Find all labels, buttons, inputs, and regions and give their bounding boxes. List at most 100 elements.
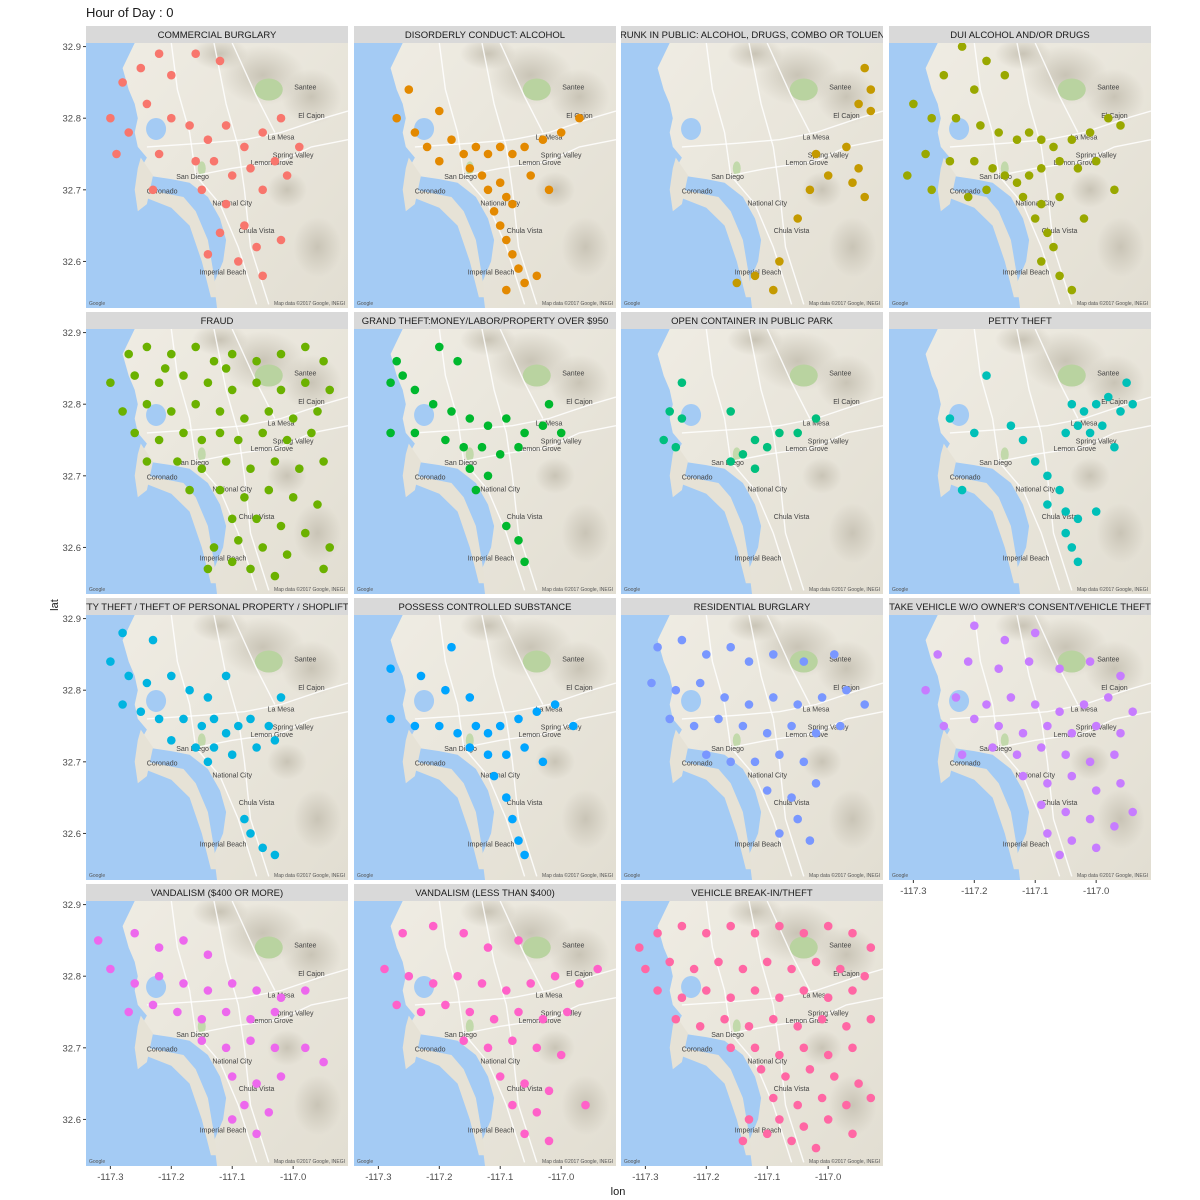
map-place-label: La Mesa bbox=[536, 707, 563, 714]
data-point bbox=[416, 671, 426, 681]
data-point bbox=[738, 450, 748, 459]
data-point bbox=[520, 1129, 529, 1139]
data-point bbox=[823, 993, 833, 1002]
data-point bbox=[811, 728, 821, 738]
data-point bbox=[1073, 557, 1083, 567]
data-point bbox=[447, 135, 456, 144]
park-balboa bbox=[732, 161, 741, 176]
data-point bbox=[154, 971, 164, 981]
road bbox=[730, 997, 883, 1035]
map-place-label: San Diego bbox=[711, 174, 744, 181]
data-point bbox=[1128, 399, 1137, 409]
point-loma bbox=[669, 443, 688, 498]
data-point bbox=[227, 514, 237, 524]
data-point bbox=[957, 43, 967, 51]
facet-strip bbox=[889, 598, 1151, 615]
data-point bbox=[793, 1022, 802, 1031]
facet-panel: VEHICLE BREAK-IN/THEFT San Diego National … bbox=[621, 884, 883, 1166]
data-point bbox=[118, 78, 127, 87]
data-point bbox=[148, 635, 158, 645]
data-point bbox=[1043, 721, 1052, 731]
data-point bbox=[398, 928, 408, 938]
data-point bbox=[276, 235, 286, 245]
data-point bbox=[1085, 657, 1095, 666]
park-balboa bbox=[1000, 447, 1009, 462]
data-point bbox=[136, 707, 146, 716]
data-point bbox=[495, 450, 505, 459]
map-place-label: Chula Vista bbox=[507, 800, 543, 807]
data-point bbox=[422, 142, 432, 152]
data-point bbox=[1128, 807, 1137, 817]
data-point bbox=[93, 936, 103, 945]
data-point bbox=[1006, 421, 1016, 431]
data-point bbox=[1037, 800, 1046, 810]
data-point bbox=[520, 428, 529, 438]
data-point bbox=[465, 1007, 475, 1017]
point-loma bbox=[937, 729, 956, 784]
data-point bbox=[483, 421, 493, 431]
data-point bbox=[483, 185, 493, 195]
data-point bbox=[227, 750, 237, 759]
road bbox=[213, 901, 270, 1163]
map-place-label: Coronado bbox=[415, 188, 446, 195]
map-place-label: San Diego bbox=[711, 1032, 744, 1039]
facet-panel: VANDALISM ($400 OR MORE) San Diego Nationa… bbox=[86, 884, 348, 1166]
data-point bbox=[1110, 822, 1119, 831]
terrain-shade bbox=[802, 171, 843, 208]
y-axis: 32.6 32.7 32.8 32.9 32.6 32.7 32.8 32.9 32.6 32.7… bbox=[63, 42, 86, 1126]
terrain-shade bbox=[995, 43, 1052, 70]
map-place-label: El Cajon bbox=[566, 399, 593, 406]
map-place-label: Chula Vista bbox=[774, 800, 810, 807]
data-point bbox=[793, 214, 802, 223]
data-point bbox=[963, 192, 973, 202]
data-point bbox=[750, 435, 760, 445]
data-point bbox=[866, 1093, 876, 1103]
facet-title: TAKE VEHICLE W/O OWNER'S CONSENT/VEHICLE… bbox=[889, 602, 1151, 613]
data-point bbox=[823, 921, 833, 931]
park-mission-trails bbox=[254, 936, 283, 959]
google-attribution: Google bbox=[357, 587, 373, 593]
map-place-label: Santee bbox=[562, 371, 584, 378]
data-point bbox=[258, 428, 268, 438]
map-tile: San Diego National City Chula Vista Imperia… bbox=[621, 43, 883, 308]
data-point bbox=[1061, 428, 1070, 438]
data-point bbox=[756, 1065, 766, 1074]
facet-panel: TAKE VEHICLE W/O OWNER'S CONSENT/VEHICLE… bbox=[889, 598, 1151, 880]
data-point bbox=[671, 442, 681, 452]
map-place-label: Santee bbox=[1097, 371, 1119, 378]
coronado-peninsula bbox=[946, 475, 1020, 584]
data-point bbox=[702, 986, 711, 995]
park-mission-trails bbox=[522, 650, 551, 673]
data-point bbox=[441, 1000, 450, 1010]
point-loma bbox=[134, 443, 153, 498]
data-point bbox=[142, 342, 152, 352]
data-point bbox=[301, 986, 310, 995]
google-attribution: Google bbox=[892, 301, 908, 307]
series-points bbox=[380, 921, 602, 1146]
terrain-shade bbox=[535, 743, 576, 780]
road bbox=[499, 901, 544, 991]
data-point bbox=[1104, 693, 1113, 702]
data-point bbox=[1079, 700, 1089, 709]
point-loma bbox=[669, 1015, 688, 1070]
series-points bbox=[921, 621, 1137, 860]
data-point bbox=[234, 257, 243, 266]
data-point bbox=[1098, 421, 1107, 431]
map-place-label: Spring Valley bbox=[808, 439, 849, 446]
data-point bbox=[276, 693, 286, 702]
data-point bbox=[848, 928, 857, 938]
road bbox=[949, 110, 1151, 148]
data-point bbox=[744, 1115, 754, 1124]
data-point bbox=[1104, 392, 1113, 402]
map-place-label: El Cajon bbox=[298, 113, 325, 120]
facet-title: OPEN CONTAINER IN PUBLIC PARK bbox=[671, 316, 833, 327]
data-point bbox=[483, 1043, 493, 1053]
terrain-shade bbox=[816, 926, 877, 983]
data-point bbox=[185, 685, 194, 695]
data-point bbox=[775, 993, 784, 1002]
map-place-label: Lemon Grove bbox=[519, 160, 562, 167]
data-point bbox=[927, 185, 936, 195]
data-point bbox=[191, 399, 200, 409]
road bbox=[766, 901, 811, 991]
